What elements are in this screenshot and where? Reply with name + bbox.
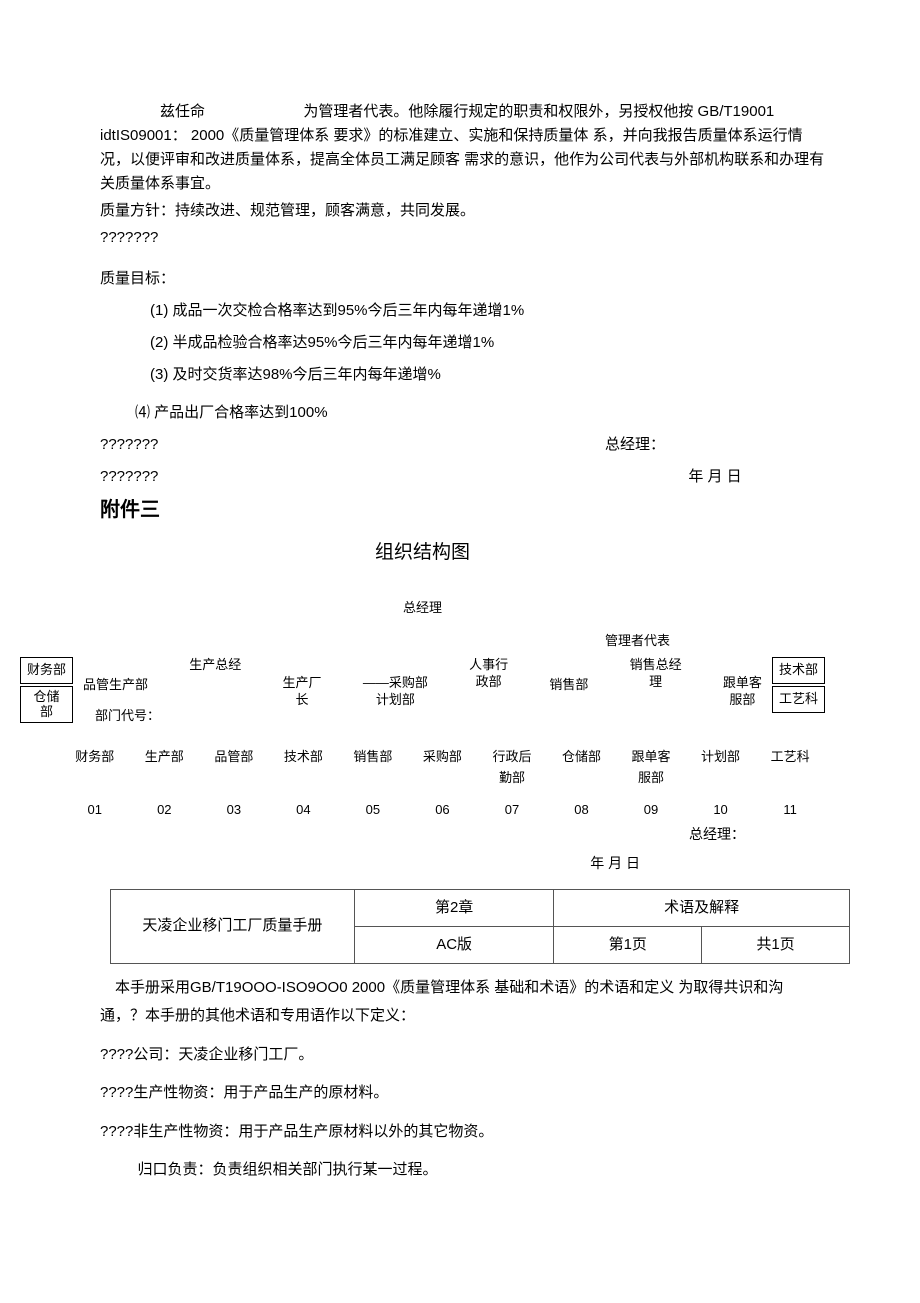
org-prod-ge: 生产总经 bbox=[189, 657, 241, 709]
dept-9: 跟单客服部 bbox=[621, 747, 681, 789]
dept-codes-row: 01 02 03 04 05 06 07 08 09 10 11 bbox=[60, 800, 825, 821]
dept-3: 品管部 bbox=[204, 747, 264, 789]
org-sign-gm: 总经理： bbox=[20, 823, 745, 845]
hdr-version: AC版 bbox=[354, 926, 554, 963]
appoint-prefix: 兹任命 bbox=[100, 100, 205, 124]
ch2-p4: ????非生产性物资：用于产品生产原材料以外的其它物资。 bbox=[100, 1118, 825, 1147]
hdr-total: 共1页 bbox=[702, 926, 850, 963]
org-purchase: ——采购部计划部 bbox=[363, 675, 428, 709]
org-pgm: 品管生产部 bbox=[83, 677, 148, 709]
dept-8: 仓储部 bbox=[551, 747, 611, 789]
appointment-para: 兹任命 为管理者代表。他除履行规定的职责和权限外，另授权他按 GB/T19001… bbox=[100, 100, 825, 196]
target-label: 质量目标： bbox=[100, 267, 825, 291]
org-prod-fac: 生产厂长 bbox=[283, 675, 322, 709]
dept-10: 计划部 bbox=[691, 747, 751, 789]
sig-gm: 总经理： bbox=[605, 433, 825, 457]
chapter-header-table: 天凌企业移门工厂质量手册 第2章 术语及解释 AC版 第1页 共1页 bbox=[110, 889, 850, 964]
target-3: (3) 及时交货率达98%今后三年内每年递增% bbox=[150, 363, 825, 387]
code-7: 07 bbox=[482, 800, 542, 821]
org-chart-title: 组织结构图 bbox=[20, 538, 825, 568]
org-chart: 总经理 管理者代表 财务部 仓储部 品管生产部 生产总经 生产厂长 ——采购部计… bbox=[20, 598, 825, 874]
hdr-page: 第1页 bbox=[554, 926, 702, 963]
dept-11: 工艺科 bbox=[760, 747, 820, 789]
code-5: 05 bbox=[343, 800, 403, 821]
box-craft: 工艺科 bbox=[772, 686, 825, 713]
dept-4: 技术部 bbox=[273, 747, 333, 789]
code-1: 01 bbox=[65, 800, 125, 821]
ch2-p1: 本手册采用GB/T19OOO-ISO9OO0 2000《质量管理体系 基础和术语… bbox=[100, 974, 825, 1031]
box-tech: 技术部 bbox=[772, 657, 825, 684]
code-11: 11 bbox=[760, 800, 820, 821]
code-10: 10 bbox=[691, 800, 751, 821]
hdr-subject: 术语及解释 bbox=[554, 889, 850, 926]
ch2-p3: ????生产性物资：用于产品生产的原材料。 bbox=[100, 1079, 825, 1108]
hdr-chapter: 第2章 bbox=[354, 889, 554, 926]
code-9: 09 bbox=[621, 800, 681, 821]
org-sales-ge: 销售总经理 bbox=[630, 657, 682, 709]
org-sales: 销售部 bbox=[549, 677, 588, 709]
attachment-3-title: 附件三 bbox=[100, 494, 825, 526]
org-follow: 跟单客服部 bbox=[723, 675, 762, 709]
dept-6: 采购部 bbox=[412, 747, 472, 789]
sig-q2: ??????? bbox=[100, 465, 605, 489]
dept-names-row: 财务部 生产部 品管部 技术部 销售部 采购部 行政后勤部 仓储部 跟单客服部 … bbox=[60, 747, 825, 789]
ch2-p2: ????公司：天凌企业移门工厂。 bbox=[100, 1041, 825, 1070]
dept-code-label: 部门代号： bbox=[95, 706, 825, 727]
box-finance: 财务部 bbox=[20, 657, 73, 684]
quality-policy: 质量方针：持续改进、规范管理，顾客满意，共同发展。 bbox=[100, 199, 825, 223]
target-4: ⑷ 产品出厂合格率达到100% bbox=[135, 401, 825, 425]
target-1: (1) 成品一次交检合格率达到95%今后三年内每年递增1% bbox=[150, 299, 825, 323]
appoint-suffix: 为管理者代表。他除履行规定的职责和权限外，另授权他按 bbox=[303, 103, 693, 120]
hdr-title: 天凌企业移门工厂质量手册 bbox=[111, 889, 355, 963]
code-4: 04 bbox=[273, 800, 333, 821]
dept-7: 行政后勤部 bbox=[482, 747, 542, 789]
sig-q1: ??????? bbox=[100, 433, 605, 457]
code-8: 08 bbox=[551, 800, 611, 821]
dept-1: 财务部 bbox=[65, 747, 125, 789]
org-hr: 人事行政部 bbox=[469, 657, 508, 709]
box-warehouse: 仓储部 bbox=[20, 686, 73, 723]
code-3: 03 bbox=[204, 800, 264, 821]
sig-date: 年 月 日 bbox=[605, 465, 825, 489]
dept-5: 销售部 bbox=[343, 747, 403, 789]
target-2: (2) 半成品检验合格率达95%今后三年内每年递增1% bbox=[150, 331, 825, 355]
qmarks-1: ??????? bbox=[100, 226, 825, 250]
ch2-p5: 归口负责：负责组织相关部门执行某一过程。 bbox=[100, 1156, 825, 1185]
org-mgr-rep: 管理者代表 bbox=[20, 631, 670, 652]
dept-2: 生产部 bbox=[134, 747, 194, 789]
code-6: 06 bbox=[412, 800, 472, 821]
org-top-gm: 总经理 bbox=[20, 598, 825, 619]
org-sign-date: 年 月 日 bbox=[20, 852, 640, 874]
code-2: 02 bbox=[134, 800, 194, 821]
